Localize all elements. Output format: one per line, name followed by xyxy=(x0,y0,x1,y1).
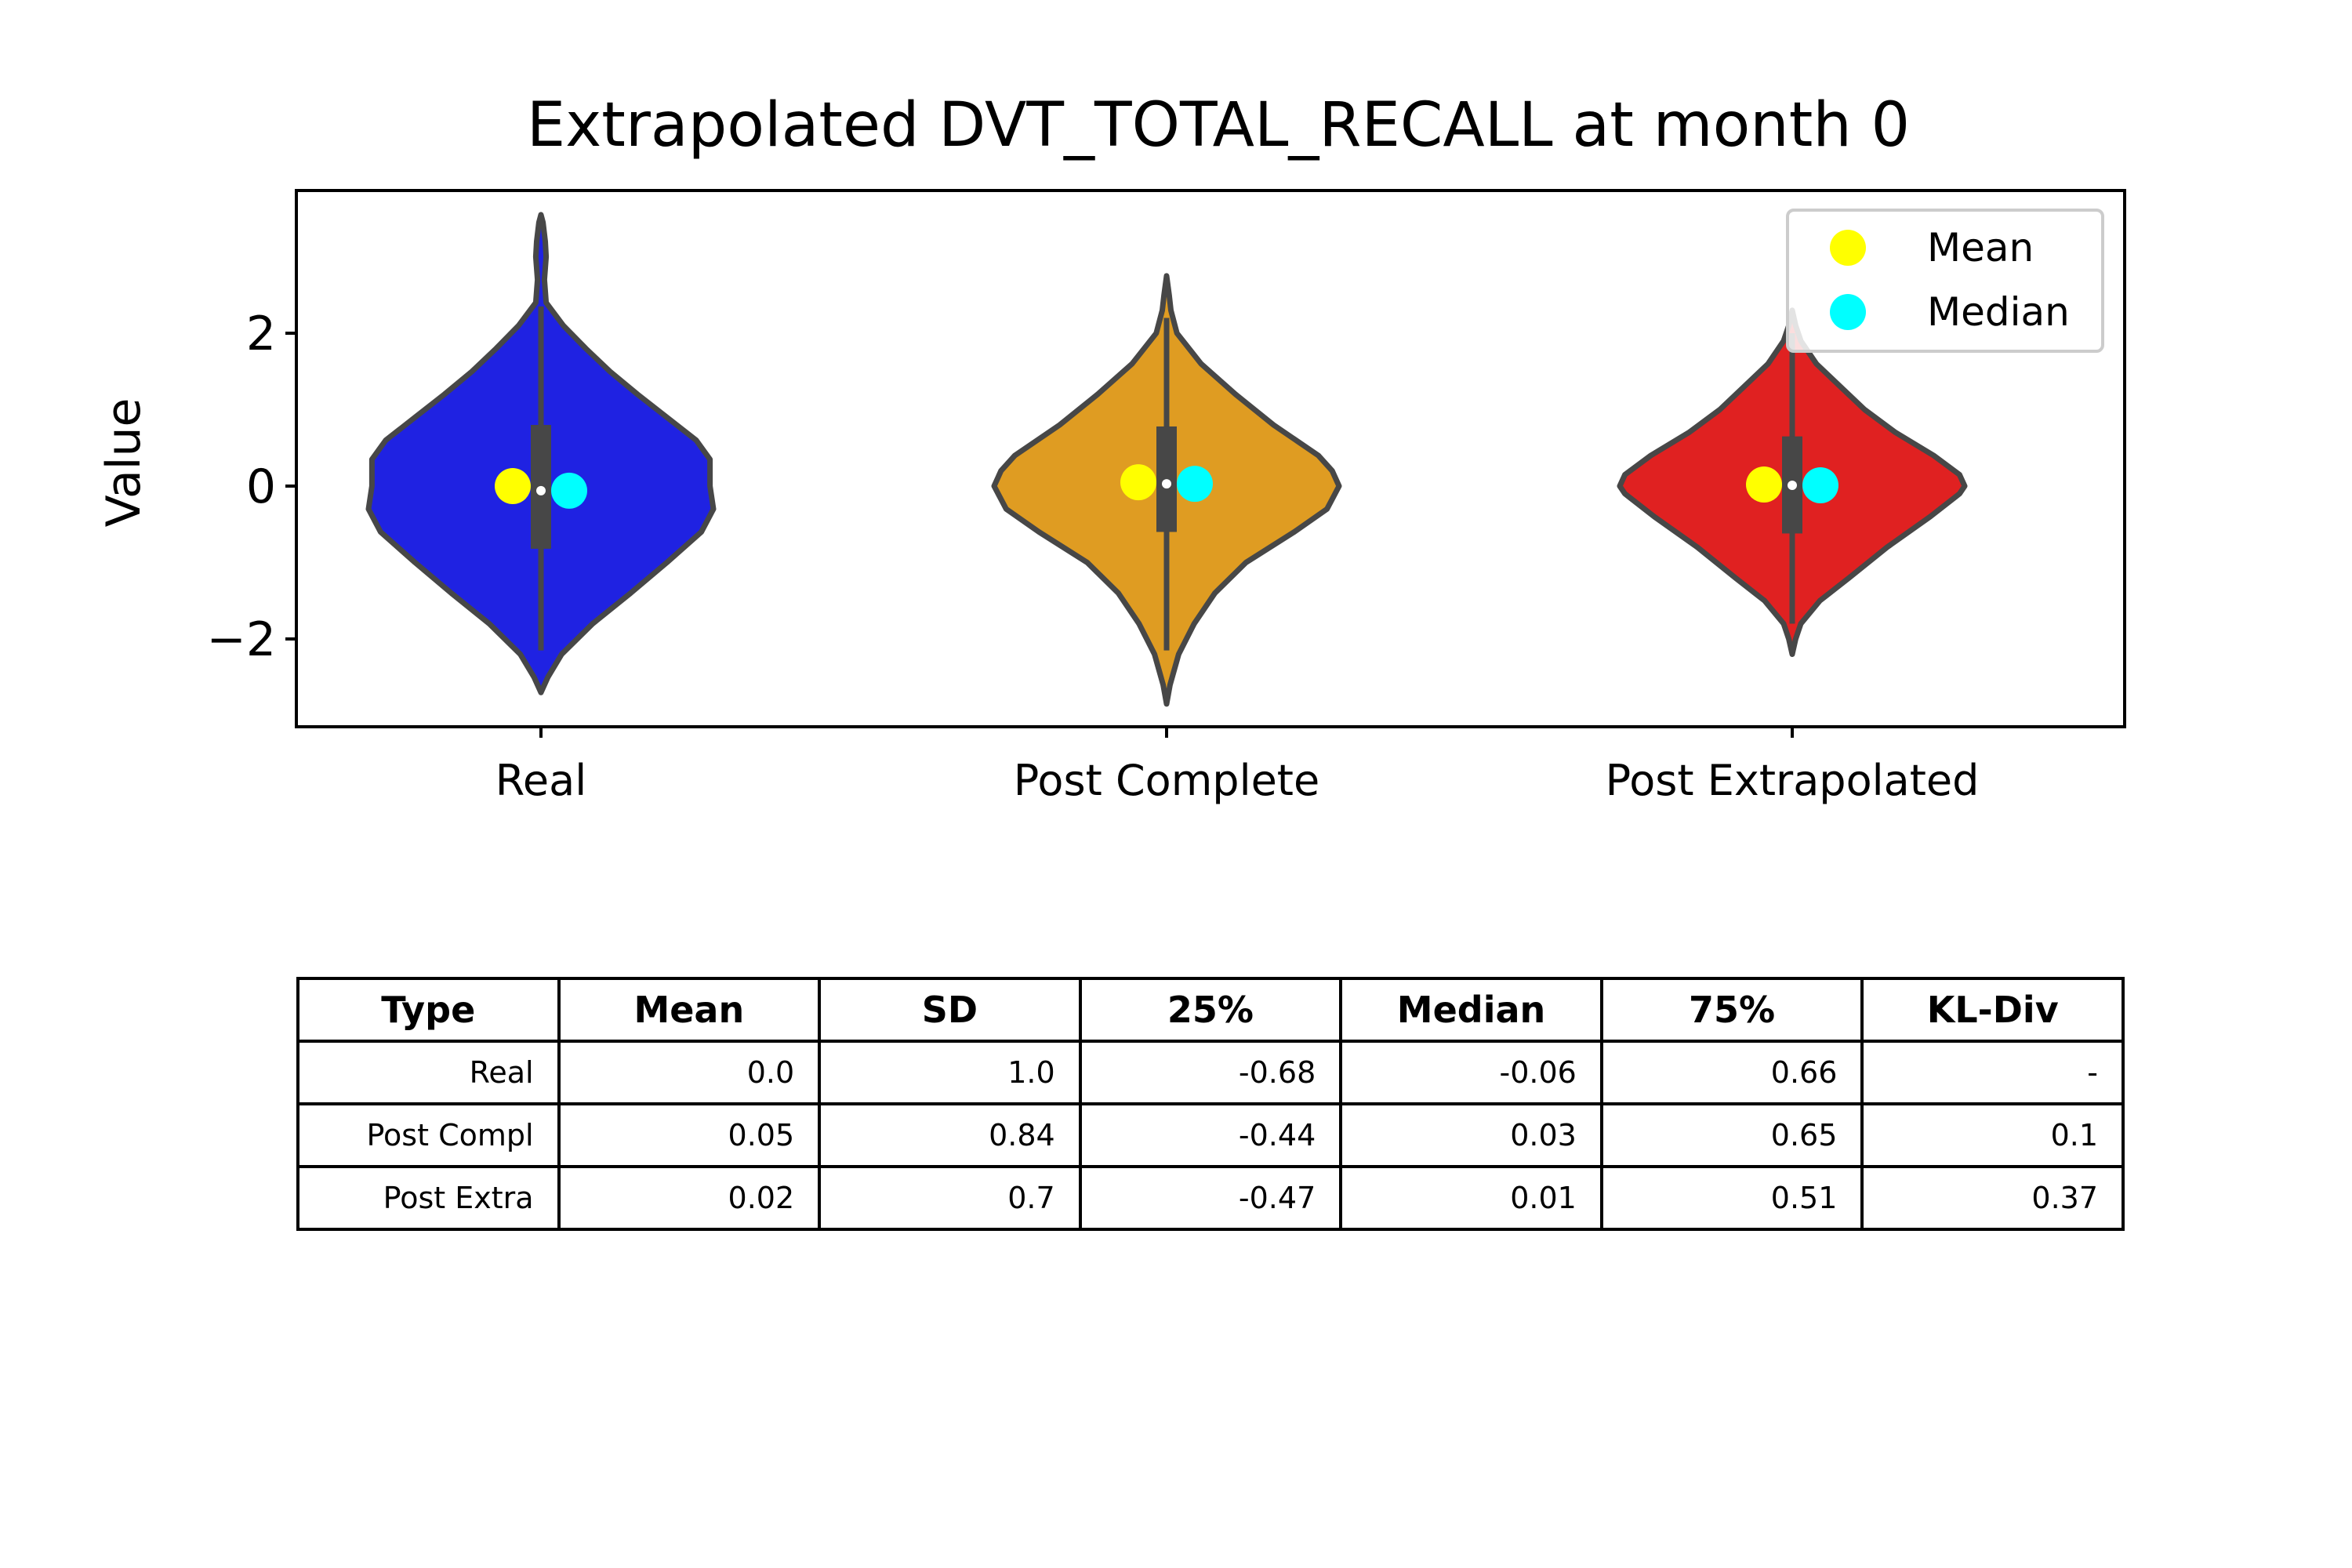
plot-frame xyxy=(295,189,2126,728)
table-cell: -0.44 xyxy=(1078,1102,1343,1168)
y-tick-label: 0 xyxy=(246,459,276,514)
table-header-cell: SD xyxy=(818,977,1082,1043)
stats-table-header: Type Mean SD 25% Median 75% KL-Div xyxy=(296,977,2125,1043)
y-axis-label: Value xyxy=(96,398,151,528)
table-cell: 1.0 xyxy=(818,1040,1082,1105)
table-cell: 0.66 xyxy=(1599,1040,1864,1105)
table-cell: 0.05 xyxy=(557,1102,822,1168)
legend-box xyxy=(1786,209,2104,353)
x-tick-label: Post Complete xyxy=(1014,756,1319,805)
table-cell: 0.03 xyxy=(1339,1102,1603,1168)
table-header-cell: Mean xyxy=(557,977,822,1043)
y-axis-ticks: −2 0 2 xyxy=(207,307,296,667)
table-cell: 0.84 xyxy=(818,1102,1082,1168)
table-row: Post Compl 0.05 0.84 -0.44 0.03 0.65 0.1 xyxy=(296,1102,2125,1168)
table-header-cell: 75% xyxy=(1599,977,1864,1043)
table-header-cell: KL-Div xyxy=(1860,977,2125,1043)
x-axis-ticks: Real Post Complete Post Extrapolated xyxy=(495,727,1980,805)
violins-layer xyxy=(365,212,1968,707)
table-cell: -0.47 xyxy=(1078,1165,1343,1231)
table-cell: -0.06 xyxy=(1339,1040,1603,1105)
table-row: Post Extra 0.02 0.7 -0.47 0.01 0.51 0.37 xyxy=(296,1165,2125,1231)
y-tick-label: −2 xyxy=(207,612,276,667)
median-marker-2 xyxy=(1802,467,1838,504)
table-cell: 0.37 xyxy=(1860,1165,2125,1231)
table-header-cell: Median xyxy=(1339,977,1603,1043)
legend: Mean Median xyxy=(1786,209,2104,353)
legend-marker-median xyxy=(1830,294,1866,330)
stats-table-body: Real 0.0 1.0 -0.68 -0.06 0.66- Post Compl 0.05 0… xyxy=(296,1040,2125,1231)
legend-label-mean: Mean xyxy=(1927,225,2034,270)
median-marker-1 xyxy=(1177,466,1213,503)
table-header-cell: Type xyxy=(296,977,561,1043)
chart-title: Extrapolated DVT_TOTAL_RECALL at month 0 xyxy=(527,90,1910,161)
table-cell: 0.65 xyxy=(1599,1102,1864,1168)
stats-table: Type Mean SD 25% Median 75% KL-Div Real 0.0 1.0-… xyxy=(296,977,2125,1231)
y-tick-label: 2 xyxy=(246,307,276,361)
table-header-cell: 25% xyxy=(1078,977,1343,1043)
legend-marker-mean xyxy=(1830,230,1866,266)
table-cell: 0.0 xyxy=(557,1040,822,1105)
table-cell: 0.01 xyxy=(1339,1165,1603,1231)
x-tick-label: Post Extrapolated xyxy=(1606,756,1980,805)
median-marker-0 xyxy=(551,472,587,509)
violin-center-dot-1 xyxy=(1162,479,1171,489)
table-cell: Post Compl xyxy=(296,1102,561,1168)
mean-marker-0 xyxy=(495,468,531,504)
table-cell: 0.7 xyxy=(818,1165,1082,1231)
table-cell: Post Extra xyxy=(296,1165,561,1231)
violin-center-dot-0 xyxy=(536,485,546,495)
table-row: Real 0.0 1.0 -0.68 -0.06 0.66- xyxy=(296,1040,2125,1105)
table-cell: 0.1 xyxy=(1860,1102,2125,1168)
table-cell: 0.02 xyxy=(557,1165,822,1231)
table-cell: 0.51 xyxy=(1599,1165,1864,1231)
table-cell: Real xyxy=(296,1040,561,1105)
mean-marker-2 xyxy=(1746,466,1782,503)
x-tick-label: Real xyxy=(495,756,586,805)
table-cell: -0.68 xyxy=(1078,1040,1343,1105)
legend-label-median: Median xyxy=(1927,289,2070,335)
mean-marker-1 xyxy=(1120,464,1156,501)
table-cell: - xyxy=(1860,1040,2125,1105)
violin-center-dot-2 xyxy=(1788,481,1797,491)
